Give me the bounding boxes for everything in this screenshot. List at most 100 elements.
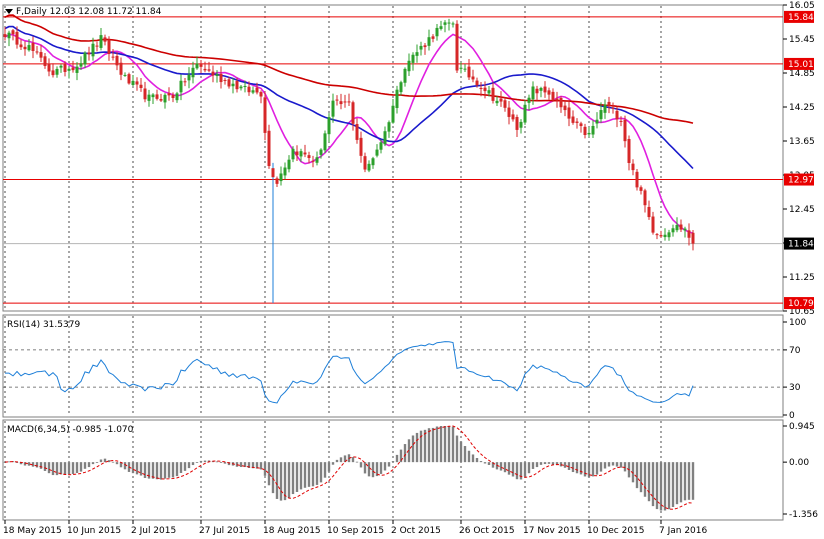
level-tag-bg-3 [784,297,814,310]
macd-bar-53 [215,461,219,463]
candle-body-130 [523,104,527,123]
macd-bar-121 [487,462,491,465]
time-label-8: 17 Nov 2015 [523,526,581,536]
current-price-tag: 11.84 [788,240,814,250]
macd-bar-132 [531,462,535,469]
level-tag-0: 15.84 [788,13,814,23]
candle-body-108 [435,27,439,37]
macd-tick-label-0: 0.945 [789,422,815,432]
macd-bar-109 [439,426,443,463]
price-tick-label-2: 14.85 [789,69,815,79]
macd-bar-141 [567,462,571,470]
macd-bar-170 [683,462,687,501]
candle-body-162 [651,216,655,233]
macd-bar-142 [571,462,575,473]
candle-body-166 [667,232,671,238]
candle-body-43 [175,93,179,101]
current-tag-bg [784,237,814,250]
macd-bar-114 [459,441,463,463]
macd-bar-50 [203,460,207,463]
macd-bar-104 [419,430,423,463]
macd-bar-159 [639,462,643,493]
candle-body-150 [603,104,607,113]
macd-bar-56 [227,462,231,466]
macd-bar-11 [47,462,51,474]
candle-body-138 [555,98,559,101]
time-label-7: 26 Oct 2015 [459,526,515,536]
macd-bar-130 [523,462,527,477]
price-axis: 16.0515.4514.8514.2513.6513.0512.4511.85… [783,1,815,317]
price-tick-label-1: 15.45 [789,35,815,45]
candle-body-119 [479,87,483,89]
candle-body-121 [487,90,491,94]
macd-bar-14 [59,462,63,475]
macd-bar-167 [671,462,675,507]
candle-body-92 [371,158,375,166]
macd-bar-103 [415,432,419,463]
candle-body-127 [511,114,515,120]
candle-body-5 [23,46,27,50]
macd-bar-37 [151,462,155,479]
level-tag-bg-2 [784,173,814,186]
candle-body-76 [307,155,311,158]
macd-bar-125 [503,462,507,473]
time-label-6: 2 Oct 2015 [391,526,441,536]
candle-body-163 [655,234,659,236]
macd-bar-19 [79,462,83,472]
candle-body-74 [299,151,303,157]
menu-triangle-icon[interactable] [5,9,13,14]
macd-bar-127 [511,462,515,477]
macd-bar-41 [167,462,171,478]
macd-bar-51 [207,460,211,463]
level-tag-bg-0 [784,10,814,23]
candle-body-12 [51,70,55,76]
macd-bar-4 [19,462,23,465]
candle-body-113 [455,23,459,71]
macd-bar-155 [623,462,627,472]
candle-body-65 [263,97,267,133]
macd-bar-134 [539,462,543,465]
candle-body-103 [415,52,419,56]
candle-body-141 [567,107,571,119]
candle-body-91 [367,163,371,171]
macd-bar-148 [595,462,599,475]
macd-bar-70 [283,462,287,501]
candle-body-17 [71,67,75,71]
candle-body-64 [259,92,263,97]
candle-body-158 [635,171,639,188]
candle-body-77 [311,160,315,162]
macd-bar-168 [675,462,679,505]
candle-body-155 [623,119,627,142]
ma-100-line [4,14,694,124]
candle-body-18 [75,66,79,73]
candle-body-39 [159,99,163,101]
candle-body-37 [151,94,155,98]
macd-bar-58 [235,462,239,467]
candle-body-96 [387,122,391,132]
macd-bar-92 [371,462,375,478]
candle-body-68 [275,178,279,184]
rsi-tick-label-0: 100 [789,318,806,328]
candle-body-170 [683,228,687,231]
macd-bar-64 [259,462,263,470]
macd-bar-122 [491,462,495,468]
moving-averages [4,14,694,234]
macd-bar-15 [63,462,67,475]
rsi-line [5,341,694,404]
candle-body-69 [279,173,283,182]
macd-bar-60 [243,462,247,468]
candle-body-167 [671,228,675,233]
candle-body-20 [83,52,87,65]
candle-body-70 [283,167,287,176]
macd-bar-76 [307,462,311,487]
macd-bar-95 [383,462,387,471]
macd-bar-46 [187,462,191,469]
macd-bar-30 [123,462,127,470]
candle-body-36 [147,94,151,101]
macd-bar-39 [159,462,163,480]
macd-bar-117 [471,454,475,463]
candle-body-114 [459,67,463,69]
candle-body-145 [583,126,587,135]
rsi-polyline [5,341,694,404]
macd-bar-66 [267,462,271,486]
